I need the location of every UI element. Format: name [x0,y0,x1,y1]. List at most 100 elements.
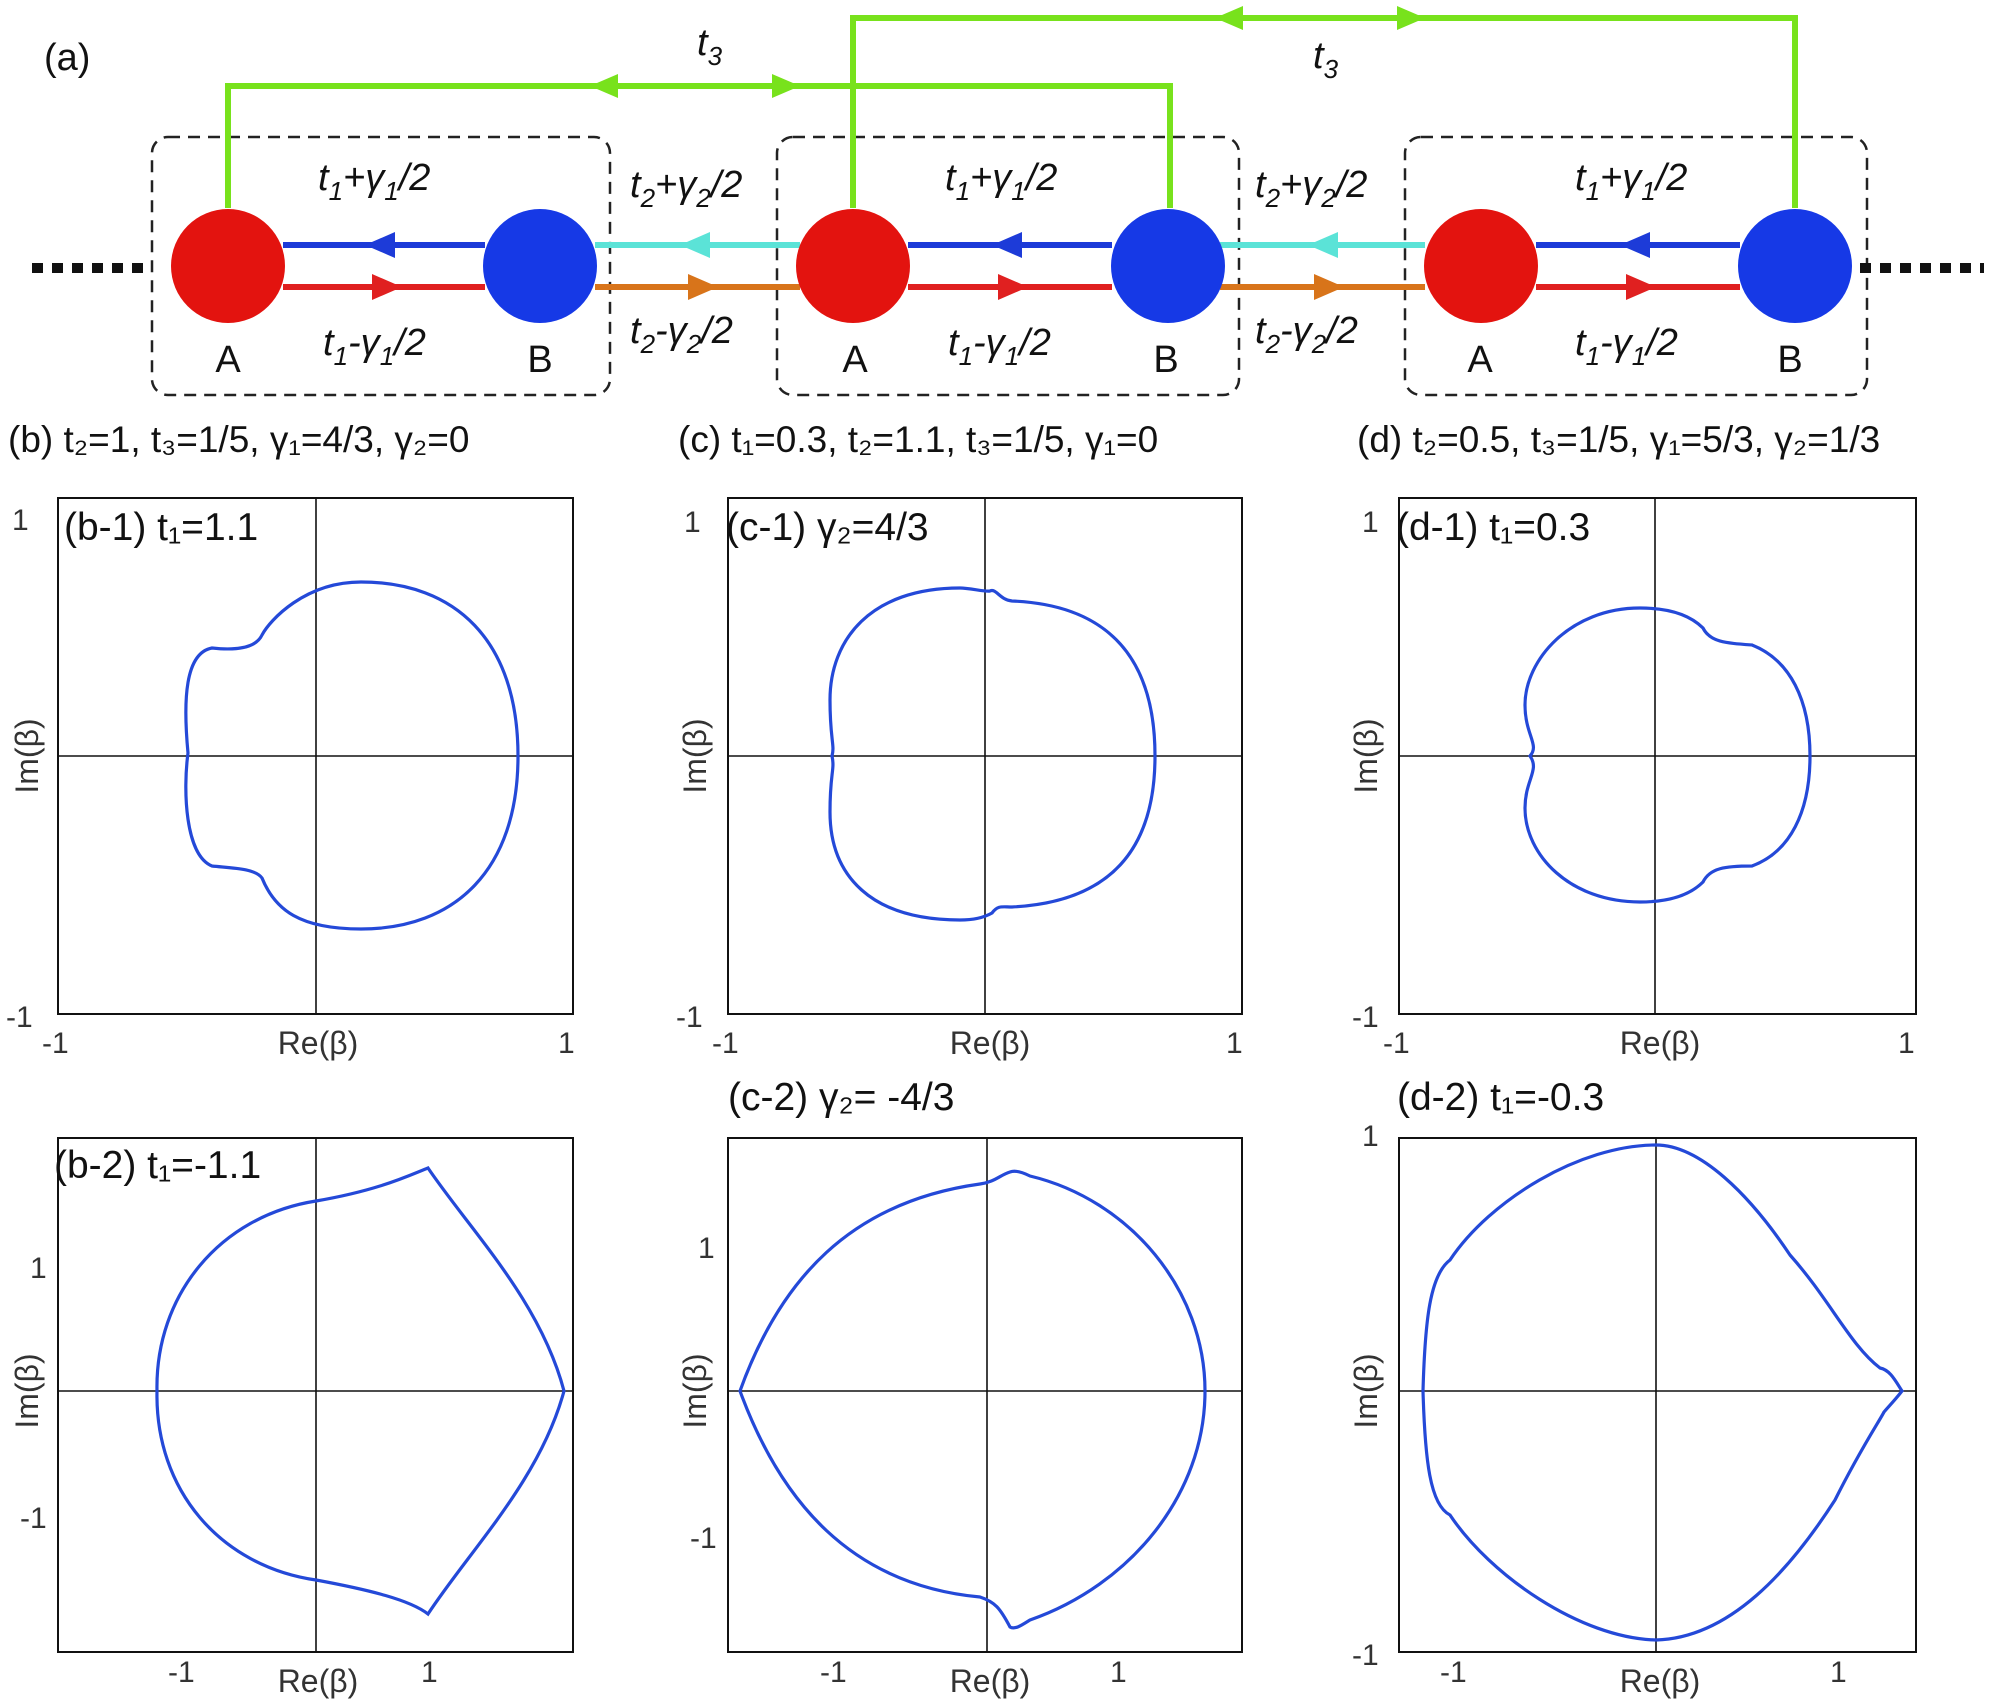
unit-cell-box-1 [150,135,612,397]
spectrum-curve [155,1166,566,1617]
intra-hopping-labels: t1+γ1/2 t1-γ1/2 t1+γ1/2 t1-γ1/2 t1+γ1/2 … [318,157,1687,371]
intra-bottom-arrow-2 [998,274,1028,300]
x-tick-right: 1 [1226,1027,1243,1060]
intra-bottom-label-1: t1-γ1/2 [323,322,426,371]
site-label-b-3: B [1777,339,1802,381]
y-axis-label: Im(β) [677,1353,713,1428]
plot-frame [1398,1137,1917,1653]
x-axis-label: Re(β) [278,1025,359,1061]
x-axis-label: Re(β) [1620,1663,1701,1699]
panel-title: (b-1) t₁=1.1 [64,506,258,549]
intra-top-label-3: t1+γ1/2 [1575,157,1687,206]
site-label-a-2: A [842,339,868,381]
t3-arrow-left-1 [590,74,618,98]
panel-d1: (d-1) t₁=0.3 1 -1 -1 1 Re(β) Im(β) [1348,497,1917,1061]
unit-cell-box-2 [775,135,1241,397]
intra-top-label-2: t1+γ1/2 [945,157,1057,206]
intra-top-arrow-3 [1620,232,1650,258]
y-axis-label: Im(β) [9,718,45,793]
site-label-b-1: B [527,339,552,381]
panel-title: (c-1) γ₂=4/3 [726,506,929,549]
x-tick-left: -1 [42,1027,69,1060]
x-tick-left: -1 [820,1656,847,1689]
inter-links [595,232,1425,300]
y-tick-top: 1 [1362,1120,1379,1153]
site-label-b-2: B [1153,339,1178,381]
panel-title: (d-2) t₁=-0.3 [1397,1076,1604,1119]
intra-top-label-1: t1+γ1/2 [318,157,430,206]
y-tick-top: 1 [684,506,701,539]
y-tick-bottom: -1 [1352,1001,1379,1034]
inter-bottom-arrow-1 [688,274,718,300]
site-b-1 [483,209,597,323]
x-tick-right: 1 [1110,1656,1127,1689]
x-tick-right: 1 [558,1027,575,1060]
site-b-2 [1111,209,1225,323]
site-a-3 [1424,209,1538,323]
y-axis-label: Im(β) [1348,718,1384,793]
chain-diagram: (a) [32,6,1984,397]
y-tick-bottom: -1 [6,1001,33,1034]
t3-arrow-left-2 [1215,6,1243,30]
t3-arrow-right-2 [1397,6,1425,30]
inter-bottom-label-1: t2-γ2/2 [630,310,733,359]
t3-label-1: t3 [697,22,723,71]
panel-a-label: (a) [44,37,90,79]
site-a-1 [171,209,285,323]
inter-bottom-label-2: t2-γ2/2 [1255,310,1358,359]
intra-bottom-label-2: t1-γ1/2 [948,322,1051,371]
y-tick-top: 1 [12,504,29,537]
site-label-a-1: A [215,339,241,381]
x-tick-left: -1 [168,1656,195,1689]
y-axis-label: Im(β) [677,718,713,793]
header-c: (c) t₁=0.3, t₂=1.1, t₃=1/5, γ₁=0 [678,419,1158,460]
inter-hopping-labels: t2+γ2/2 t2-γ2/2 t2+γ2/2 t2-γ2/2 [630,164,1367,359]
header-d: (d) t₂=0.5, t₃=1/5, γ₁=5/3, γ₂=1/3 [1357,419,1880,460]
intra-links [283,232,1740,300]
panel-b2: (b-2) t₁=-1.1 1 -1 -1 1 Re(β) Im(β) [9,1137,574,1699]
y-axis-label: Im(β) [1348,1353,1384,1428]
spectrum-curve [184,580,520,931]
x-tick-right: 1 [1830,1656,1847,1689]
panel-title: (d-1) t₁=0.3 [1396,506,1590,549]
plot-frame [727,1137,1243,1653]
spectrum-curve [738,1169,1207,1630]
site-label-a-3: A [1467,339,1493,381]
panel-title: (c-2) γ₂= -4/3 [728,1076,954,1119]
y-tick-top: 1 [698,1232,715,1265]
t3-link-2 [850,15,1798,208]
y-tick-bottom: -1 [1352,1639,1379,1672]
inter-top-label-1: t2+γ2/2 [630,164,742,213]
panel-title: (b-2) t₁=-1.1 [54,1144,261,1187]
y-tick-bottom: -1 [676,1001,703,1034]
panel-d2: (d-2) t₁=-0.3 1 -1 -1 1 Re(β) Im(β) [1348,1076,1917,1699]
t3-label-2: t3 [1313,35,1339,84]
x-tick-right: 1 [421,1656,438,1689]
x-tick-right: 1 [1898,1027,1915,1060]
inter-top-label-2: t2+γ2/2 [1255,164,1367,213]
panel-c2: (c-2) γ₂= -4/3 1 -1 -1 1 Re(β) Im(β) [677,1076,1243,1699]
y-tick-top: 1 [1362,506,1379,539]
spectrum-curve [1523,606,1812,904]
spectrum-curve [1421,1143,1904,1642]
intra-bottom-arrow-3 [1626,274,1656,300]
x-axis-label: Re(β) [950,1663,1031,1699]
t3-link-1 [225,83,1173,208]
header-b: (b) t₂=1, t₃=1/5, γ₁=4/3, γ₂=0 [8,419,469,460]
site-b-3 [1738,209,1852,323]
panel-b1: (b-1) t₁=1.1 1 -1 -1 1 Re(β) Im(β) [6,497,575,1061]
intra-top-arrow-2 [992,232,1022,258]
inter-bottom-arrow-2 [1314,274,1344,300]
panel-c1: (c-1) γ₂=4/3 1 -1 -1 1 Re(β) Im(β) [676,497,1243,1061]
intra-bottom-arrow-1 [372,274,402,300]
inter-top-arrow-1 [680,232,710,258]
spectrum-curve [828,586,1157,922]
site-a-2 [796,209,910,323]
x-tick-left: -1 [1440,1656,1467,1689]
y-axis-label: Im(β) [9,1353,45,1428]
x-axis-label: Re(β) [950,1025,1031,1061]
intra-bottom-label-3: t1-γ1/2 [1575,322,1678,371]
x-axis-label: Re(β) [1620,1025,1701,1061]
y-tick-bottom: -1 [20,1502,47,1535]
